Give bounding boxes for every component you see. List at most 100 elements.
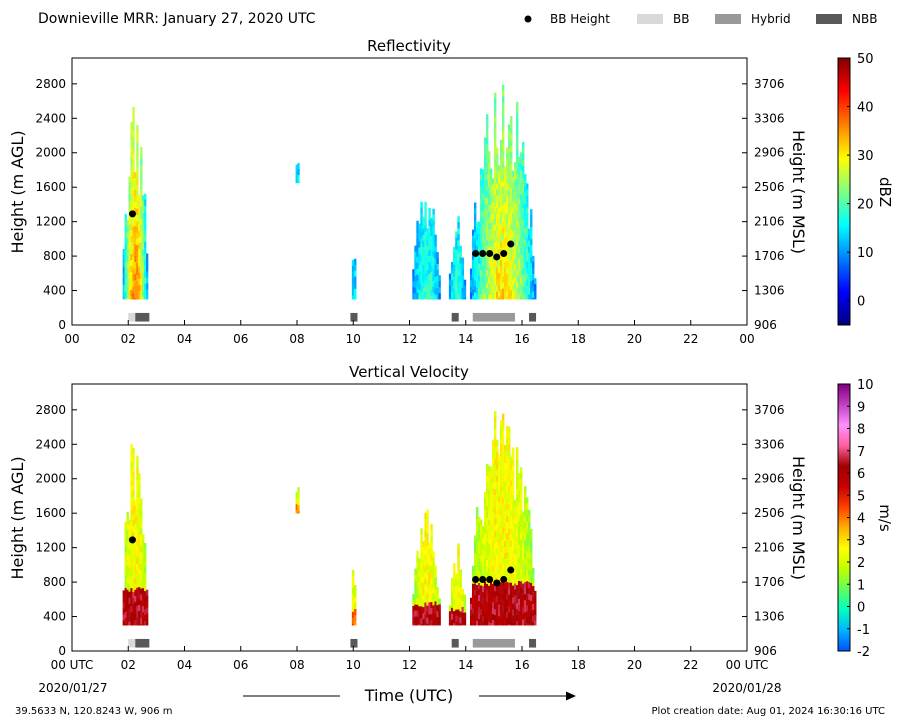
echo-cell bbox=[524, 486, 527, 493]
echo-cell bbox=[450, 589, 454, 597]
echo-cell bbox=[512, 603, 515, 610]
echo-cell bbox=[124, 575, 127, 583]
echo-cell bbox=[518, 569, 521, 576]
echo-cell bbox=[132, 496, 135, 503]
echo-cell bbox=[483, 245, 487, 252]
y-tick-right-label: 2506 bbox=[754, 180, 785, 194]
echo-cell bbox=[136, 623, 139, 626]
echo-cell bbox=[424, 255, 427, 263]
echo-cell bbox=[530, 269, 533, 276]
echo-cell bbox=[132, 280, 135, 288]
echo-cell bbox=[136, 545, 139, 553]
echo-cell bbox=[532, 261, 535, 269]
echo-cell bbox=[128, 615, 131, 622]
echo-cell bbox=[498, 165, 501, 172]
echo-cell bbox=[483, 605, 487, 613]
echo-cell bbox=[140, 236, 143, 244]
y-tick-right-label: 906 bbox=[754, 644, 777, 658]
echo-cell bbox=[502, 509, 505, 516]
echo-cell bbox=[138, 200, 141, 208]
echo-cell bbox=[134, 172, 137, 179]
echo-cell bbox=[490, 568, 493, 576]
echo-cell bbox=[522, 279, 525, 287]
echo-cell bbox=[520, 278, 523, 285]
echo-cell bbox=[448, 285, 452, 292]
echo-cell bbox=[524, 246, 527, 253]
echo-cell bbox=[502, 162, 505, 169]
echo-cell bbox=[448, 611, 452, 618]
echo-cell bbox=[126, 238, 129, 245]
echo-cell bbox=[126, 250, 129, 257]
echo-cell bbox=[420, 267, 423, 275]
echo-cell bbox=[526, 219, 529, 226]
echo-cell bbox=[516, 101, 519, 109]
echo-cell bbox=[418, 570, 421, 577]
echo-cell bbox=[504, 517, 507, 524]
echo-cell bbox=[428, 584, 431, 591]
echo-cell bbox=[510, 474, 513, 481]
echo-cell bbox=[136, 275, 139, 282]
echo-cell bbox=[144, 597, 147, 604]
echo-cell bbox=[485, 258, 489, 265]
echo-cell bbox=[487, 477, 491, 485]
echo-cell bbox=[508, 226, 511, 233]
echo-cell bbox=[424, 225, 427, 233]
echo-cell bbox=[485, 204, 489, 211]
echo-cell bbox=[494, 242, 497, 250]
echo-cell bbox=[528, 564, 531, 571]
echo-cell bbox=[132, 508, 135, 515]
echo-cell bbox=[422, 541, 425, 548]
echo-cell bbox=[140, 582, 143, 589]
echo-cell bbox=[140, 218, 143, 226]
echo-cell bbox=[416, 250, 419, 258]
echo-cell bbox=[428, 232, 431, 239]
echo-cell bbox=[496, 524, 499, 531]
echo-cell bbox=[494, 459, 497, 466]
echo-cell bbox=[432, 274, 435, 282]
echo-cell bbox=[420, 588, 423, 595]
echo-cell bbox=[122, 248, 125, 256]
echo-cell bbox=[142, 546, 145, 553]
echo-cell bbox=[479, 597, 483, 604]
echo-cell bbox=[471, 607, 475, 615]
echo-cell bbox=[134, 232, 137, 239]
echo-cell bbox=[479, 246, 483, 253]
echo-cell bbox=[144, 609, 147, 616]
echo-cell bbox=[424, 297, 427, 300]
echo-cell bbox=[134, 286, 137, 293]
echo-cell bbox=[122, 290, 125, 298]
echo-cell bbox=[508, 438, 511, 445]
echo-cell bbox=[510, 260, 513, 267]
echo-cell bbox=[414, 604, 417, 611]
echo-cell bbox=[426, 557, 429, 564]
echo-cell bbox=[481, 289, 485, 296]
echo-cell bbox=[500, 510, 503, 517]
echo-cell bbox=[481, 241, 485, 248]
echo-cell bbox=[477, 606, 481, 614]
echo-cell bbox=[297, 162, 300, 170]
echo-cell bbox=[508, 292, 511, 299]
echo-cell bbox=[414, 616, 417, 623]
echo-cell bbox=[508, 298, 511, 300]
echo-cell bbox=[526, 243, 529, 250]
echo-cell bbox=[473, 559, 477, 566]
echo-cell bbox=[502, 473, 505, 480]
echo-cell bbox=[420, 201, 423, 209]
x-tick-label: 20 bbox=[627, 658, 642, 672]
echo-cell bbox=[494, 549, 497, 556]
echo-cell bbox=[532, 580, 535, 587]
echo-cell bbox=[524, 570, 527, 577]
echo-cell bbox=[140, 164, 143, 172]
x-tick-label: 10 bbox=[346, 658, 361, 672]
echo-cell bbox=[453, 270, 456, 278]
echo-cell bbox=[498, 177, 501, 184]
echo-cell bbox=[520, 473, 523, 480]
echo-cell bbox=[426, 599, 429, 606]
echo-cell bbox=[124, 521, 127, 529]
echo-cell bbox=[492, 590, 495, 597]
echo-cell bbox=[510, 284, 513, 291]
echo-cell bbox=[506, 195, 509, 202]
echo-cell bbox=[428, 548, 431, 555]
echo-cell bbox=[502, 186, 505, 193]
echo-cell bbox=[524, 522, 527, 529]
